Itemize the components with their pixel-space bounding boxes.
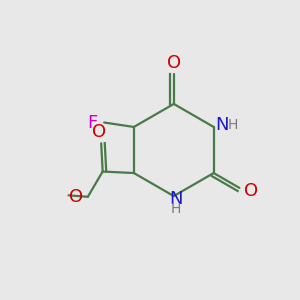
Text: O: O — [244, 182, 258, 200]
Text: O: O — [92, 123, 106, 141]
Text: H: H — [228, 118, 238, 132]
Text: H: H — [171, 202, 181, 216]
Text: N: N — [215, 116, 229, 134]
Text: F: F — [88, 113, 98, 131]
Text: O: O — [167, 54, 181, 72]
Text: O: O — [70, 188, 84, 206]
Text: N: N — [169, 190, 183, 208]
